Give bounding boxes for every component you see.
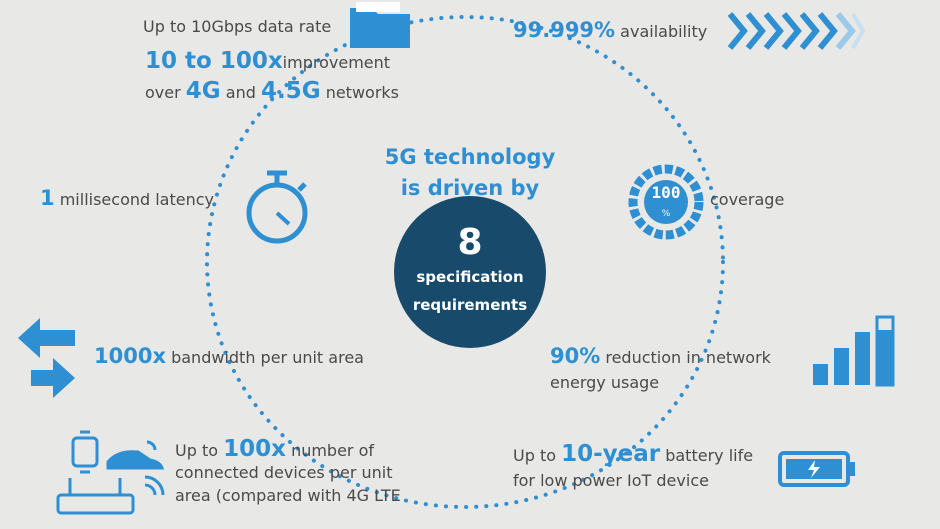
highlight: 99.999% [513, 18, 616, 42]
item-line: 10 to 100ximprovement [145, 50, 390, 73]
item-line: Up to 100x number of [175, 438, 374, 461]
text: area (compared with 4G LTE [175, 486, 401, 505]
signal-bars-icon [813, 315, 895, 387]
text: battery life [665, 446, 754, 465]
text: bandwidth per unit area [171, 348, 364, 367]
text: Up to [175, 441, 219, 460]
highlight: 4G [185, 78, 221, 104]
item-line: 90% reduction in network [550, 346, 771, 367]
highlight: 4.5G [260, 78, 321, 104]
arrows-icon [18, 318, 75, 398]
item-line: Up to 10-year battery life [513, 443, 753, 466]
text: connected devices per unit [175, 463, 393, 482]
center-title-2: is driven by [400, 176, 540, 200]
coverage-icon: 100 % [628, 164, 704, 240]
item-line: coverage [710, 192, 784, 208]
highlight: 90% [550, 344, 601, 368]
item-line: for low power IoT device [513, 473, 709, 489]
dotted-ring [205, 15, 725, 509]
item-line: energy usage [550, 375, 659, 391]
center-title-1: 5G technology [384, 145, 556, 169]
item-line: area (compared with 4G LTE [175, 488, 401, 504]
text: and [225, 83, 256, 102]
highlight: 10 to 100x [145, 48, 283, 74]
text: availability [620, 22, 708, 41]
center-subtitle-2: requirements [412, 296, 528, 314]
highlight: 10-year [561, 441, 661, 467]
text: millisecond latency [59, 190, 215, 209]
highlight: 100x [223, 436, 286, 462]
center-subtitle-1: specification [416, 268, 524, 286]
text: networks [325, 83, 399, 102]
text: coverage [710, 190, 785, 209]
highlight: 1 [40, 186, 55, 210]
chevron-icon [727, 12, 866, 50]
item-line: 1 millisecond latency [40, 188, 214, 209]
item-line: Up to 10Gbps data rate [143, 19, 331, 35]
text: Up to [513, 446, 557, 465]
item-line: connected devices per unit [175, 465, 393, 481]
text: improvement [282, 53, 391, 72]
highlight: 1000x [94, 344, 166, 368]
gauge-unit: % [662, 209, 671, 219]
text: for low power IoT device [513, 471, 709, 490]
item-line: 1000x bandwidth per unit area [94, 346, 364, 367]
text: reduction in network [605, 348, 771, 367]
item-line: 99.999% availability [513, 20, 707, 41]
item-line: over 4G and 4.5G networks [145, 80, 399, 103]
text: Up to 10Gbps data rate [143, 17, 332, 36]
devices-icon [56, 430, 165, 515]
text: over [145, 83, 181, 102]
text: energy usage [550, 373, 660, 392]
center-circle [394, 196, 546, 348]
battery-icon [778, 451, 855, 487]
folder-icon [350, 2, 410, 48]
center-number: 8 [457, 222, 483, 263]
gauge-number: 100 [652, 183, 681, 202]
stopwatch-icon [246, 170, 308, 244]
text: number of [291, 441, 375, 460]
